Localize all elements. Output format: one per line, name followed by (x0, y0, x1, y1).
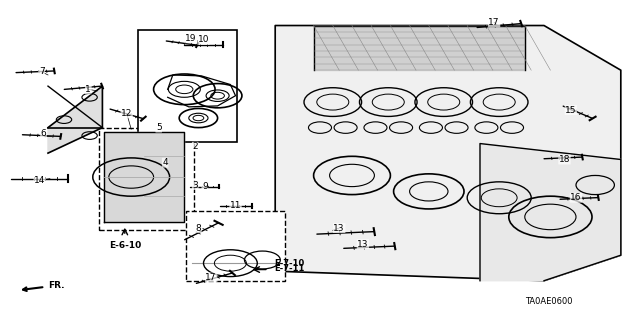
Text: 11: 11 (230, 201, 241, 210)
Polygon shape (275, 26, 621, 281)
Text: 12: 12 (121, 109, 132, 118)
Polygon shape (480, 144, 621, 281)
Text: 1: 1 (86, 85, 91, 94)
Text: 7: 7 (39, 67, 44, 76)
Text: 4: 4 (163, 158, 168, 167)
Polygon shape (314, 26, 525, 70)
Text: E-7-10: E-7-10 (274, 259, 304, 268)
Text: 13: 13 (357, 240, 369, 249)
Text: 16: 16 (570, 193, 582, 202)
Text: 6: 6 (41, 130, 46, 138)
Text: E-7-11: E-7-11 (274, 264, 304, 273)
Text: 2: 2 (193, 142, 198, 151)
Text: 10: 10 (198, 35, 209, 44)
Text: E-6-10: E-6-10 (109, 241, 141, 250)
Text: 17: 17 (205, 273, 217, 282)
Polygon shape (48, 86, 102, 153)
Text: TA0AE0600: TA0AE0600 (525, 297, 573, 306)
Bar (104, 132, 184, 222)
Text: 5: 5 (156, 123, 161, 132)
Text: 17: 17 (488, 18, 500, 27)
FancyBboxPatch shape (186, 211, 285, 281)
Text: 8: 8 (196, 224, 201, 233)
Text: 15: 15 (565, 106, 577, 115)
Text: 19: 19 (185, 34, 196, 43)
Text: 13: 13 (333, 224, 345, 233)
Text: 18: 18 (559, 155, 570, 164)
FancyBboxPatch shape (138, 30, 237, 142)
Text: 3: 3 (193, 181, 198, 189)
Text: 9: 9 (202, 182, 207, 191)
Text: 14: 14 (34, 176, 45, 185)
FancyBboxPatch shape (99, 128, 194, 230)
Text: FR.: FR. (23, 281, 65, 291)
